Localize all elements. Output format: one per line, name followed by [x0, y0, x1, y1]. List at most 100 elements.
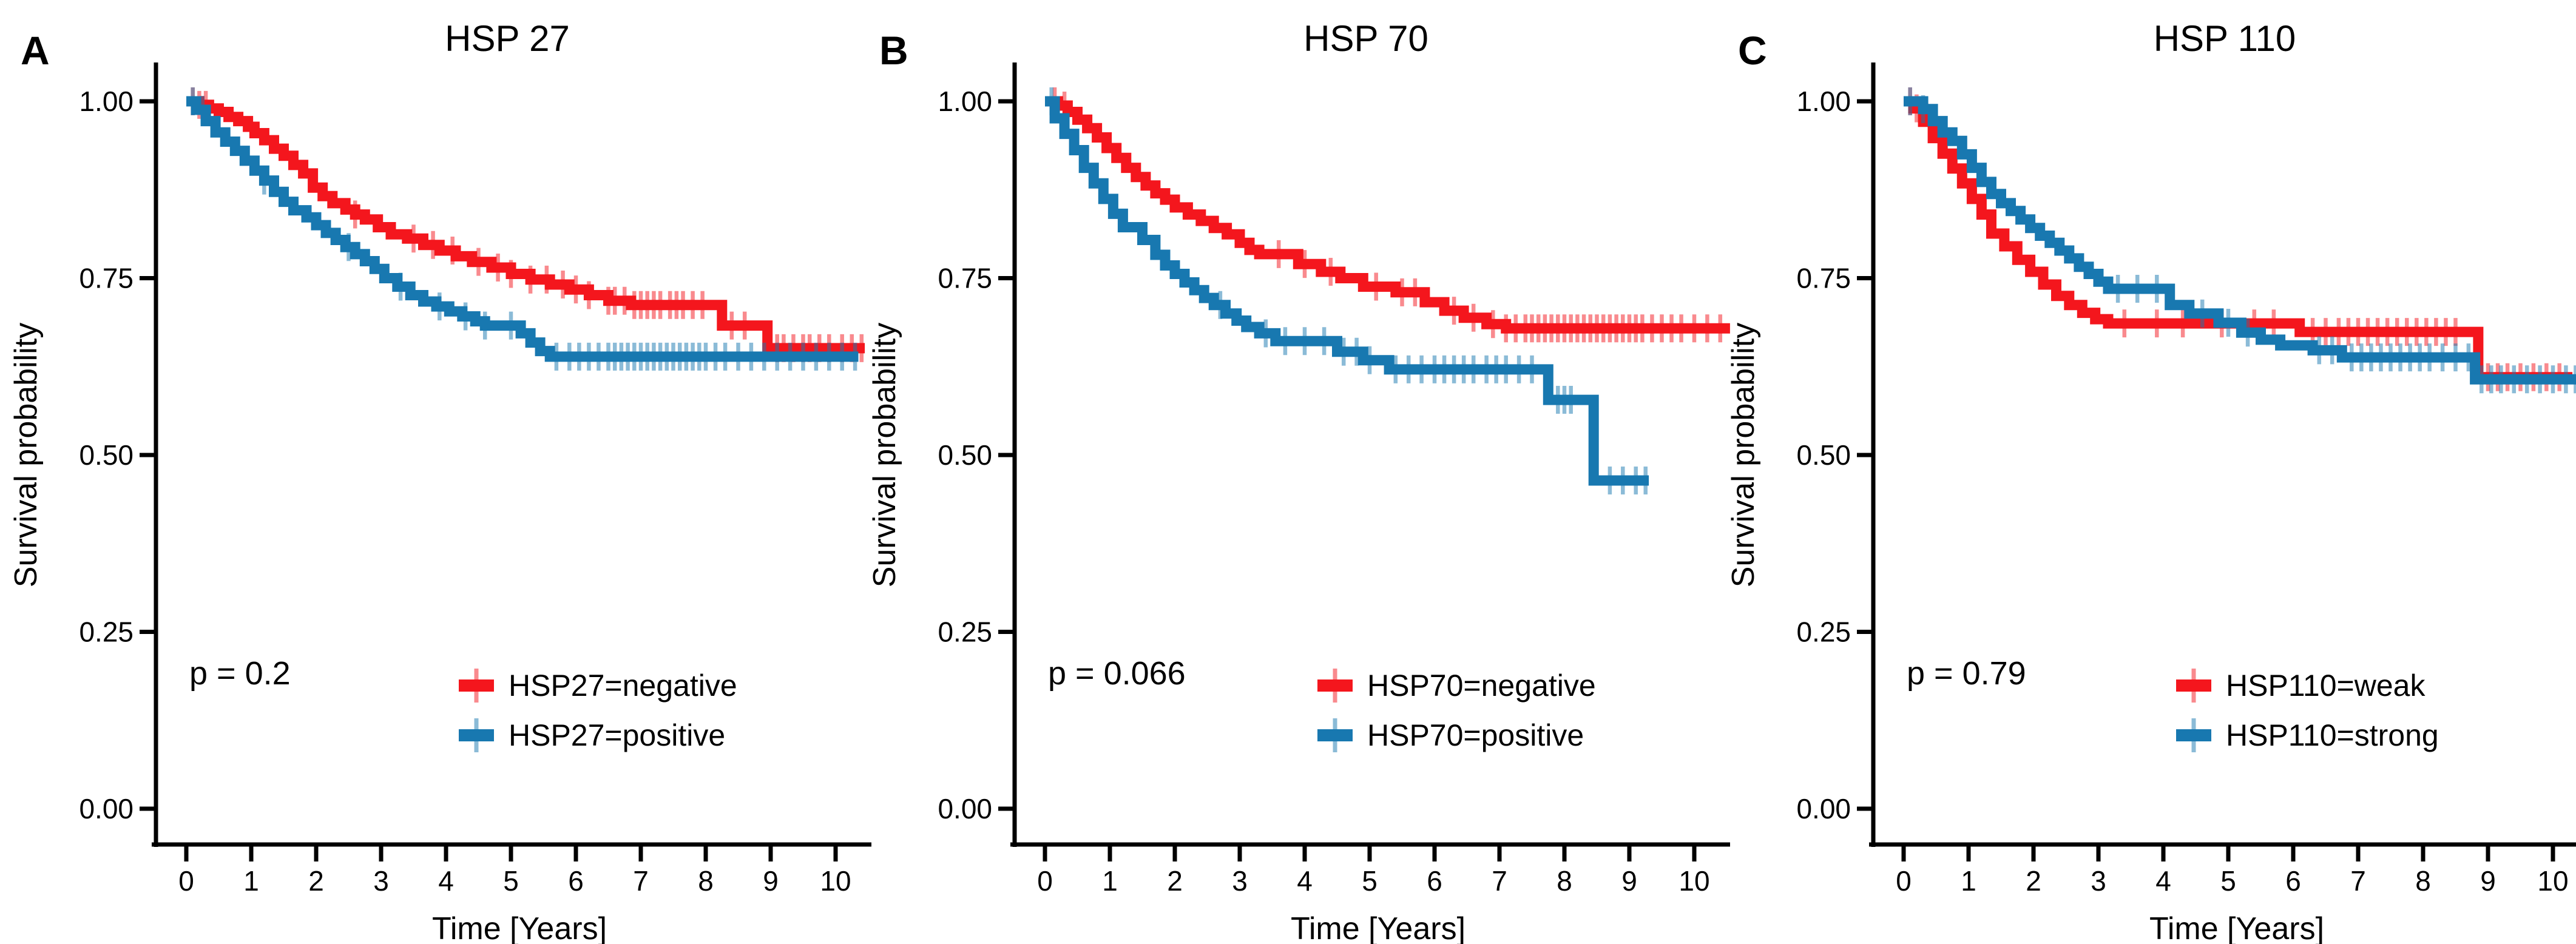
panel-title: HSP 70: [1303, 18, 1428, 59]
x-tick-label: 3: [1232, 865, 1248, 897]
legend-label: HSP70=negative: [1367, 669, 1596, 703]
y-tick-label: 0.00: [1796, 793, 1851, 824]
x-tick-label: 8: [2415, 865, 2431, 897]
survival-curve-blue: [1904, 96, 2576, 385]
x-axis-title: Time [Years]: [1291, 911, 1465, 944]
x-tick-label: 10: [2537, 865, 2568, 897]
y-tick-label: 1.00: [938, 86, 992, 117]
p-value-label: p = 0.2: [189, 655, 291, 692]
x-tick-label: 0: [178, 865, 194, 897]
x-tick-label: 6: [2285, 865, 2301, 897]
x-tick-label: 2: [308, 865, 324, 897]
y-tick-label: 1.00: [79, 86, 134, 117]
legend-entry-positive: HSP70=positive: [1317, 718, 1584, 752]
p-value-label: p = 0.79: [1907, 655, 2026, 692]
legend-entry-strong: HSP110=strong: [2176, 718, 2439, 752]
legend-label: HSP110=weak: [2226, 669, 2426, 703]
x-tick-label: 2: [2026, 865, 2041, 897]
x-tick-label: 5: [2220, 865, 2236, 897]
x-tick-label: 8: [1557, 865, 1572, 897]
x-tick-label: 0: [1896, 865, 1912, 897]
x-tick-label: 10: [820, 865, 851, 897]
y-tick-label: 0.75: [1796, 263, 1851, 294]
survival-curve-red: [1904, 96, 2573, 383]
x-tick-label: 7: [2350, 865, 2366, 897]
x-tick-label: 4: [1297, 865, 1313, 897]
panel-title: HSP 27: [445, 18, 570, 59]
x-axis-ticks: 0 1 2 3 4 5 6 7 8 9 10: [1037, 846, 1710, 897]
legend-entry-negative: HSP70=negative: [1317, 669, 1596, 703]
y-axis-title: Survival probability: [1726, 323, 1761, 587]
legend-label: HSP27=positive: [509, 718, 725, 752]
x-tick-label: 5: [503, 865, 519, 897]
survival-curve-red: [1045, 96, 1730, 334]
y-tick-label: 0.25: [1796, 616, 1851, 648]
x-axis-ticks: 0 1 2 3 4 5 6 7 8 9 10: [178, 846, 851, 897]
x-tick-label: 6: [568, 865, 584, 897]
p-value-label: p = 0.066: [1048, 655, 1186, 692]
legend-entry-negative: HSP27=negative: [459, 669, 737, 703]
x-tick-label: 9: [2480, 865, 2496, 897]
x-tick-label: 3: [373, 865, 389, 897]
y-tick-label: 0.00: [79, 793, 134, 824]
legend-label: HSP70=positive: [1367, 718, 1584, 752]
survival-curve-red: [186, 96, 865, 354]
x-tick-label: 4: [2155, 865, 2171, 897]
y-tick-label: 0.25: [938, 616, 992, 648]
legend-key-red: [2176, 679, 2211, 692]
panel-title: HSP 110: [2154, 18, 2296, 59]
y-tick-label: 0.50: [1796, 439, 1851, 471]
panel-letter: C: [1738, 28, 1767, 73]
legend-key-red: [459, 679, 494, 692]
series-red: [1904, 87, 2573, 391]
y-tick-label: 0.50: [938, 439, 992, 471]
y-tick-label: 0.00: [938, 793, 992, 824]
series-blue: [186, 87, 859, 371]
series-red: [186, 87, 865, 362]
survival-curve-blue: [186, 96, 859, 362]
km-panel-hsp70: B HSP 70 Survival probability 1.00 0.75 0.…: [859, 0, 1736, 944]
x-axis-title: Time [Years]: [432, 911, 607, 944]
legend-entry-weak: HSP110=weak: [2176, 669, 2426, 703]
x-tick-label: 9: [763, 865, 779, 897]
x-tick-label: 3: [2091, 865, 2106, 897]
y-axis-ticks: 1.00 0.75 0.50 0.25 0.00: [938, 86, 1014, 824]
x-tick-label: 9: [1621, 865, 1637, 897]
legend-entry-positive: HSP27=positive: [459, 718, 725, 752]
panel-letter: B: [879, 28, 908, 73]
x-tick-label: 1: [243, 865, 259, 897]
legend: HSP27=negative HSP27=positive: [459, 669, 737, 752]
series-blue: [1045, 87, 1649, 494]
survival-curve-blue: [1045, 96, 1649, 486]
legend-label: HSP110=strong: [2226, 718, 2439, 752]
x-axis-ticks: 0 1 2 3 4 5 6 7 8 9 10: [1896, 846, 2569, 897]
x-tick-label: 6: [1427, 865, 1442, 897]
x-tick-label: 1: [1961, 865, 1976, 897]
x-tick-label: 4: [438, 865, 454, 897]
legend-key-blue: [1317, 729, 1353, 741]
x-tick-label: 8: [698, 865, 714, 897]
x-tick-label: 5: [1362, 865, 1378, 897]
y-axis-title: Survival probability: [867, 323, 902, 587]
y-tick-label: 0.25: [79, 616, 134, 648]
x-tick-label: 10: [1678, 865, 1709, 897]
series-blue: [1904, 87, 2576, 394]
legend-key-blue: [459, 729, 494, 741]
survival-curves: [1904, 87, 2576, 394]
survival-curves: [1045, 87, 1730, 494]
x-tick-label: 7: [1492, 865, 1507, 897]
km-panel-hsp27: A HSP 27 Survival probability 1.00 0.75 0.…: [0, 0, 877, 944]
y-tick-label: 1.00: [1796, 86, 1851, 117]
x-tick-label: 7: [633, 865, 649, 897]
survival-curves: [186, 87, 865, 371]
x-axis-title: Time [Years]: [2149, 911, 2324, 944]
km-panel-hsp110: C HSP 110 Survival probability 1.00 0.75 0…: [1717, 0, 2576, 944]
y-tick-label: 0.50: [79, 439, 134, 471]
legend-key-blue: [2176, 729, 2211, 741]
x-tick-label: 2: [1167, 865, 1183, 897]
series-red: [1045, 87, 1730, 343]
y-tick-label: 0.75: [79, 263, 134, 294]
y-tick-label: 0.75: [938, 263, 992, 294]
x-tick-label: 1: [1102, 865, 1118, 897]
y-axis-ticks: 1.00 0.75 0.50 0.25 0.00: [1796, 86, 1873, 824]
